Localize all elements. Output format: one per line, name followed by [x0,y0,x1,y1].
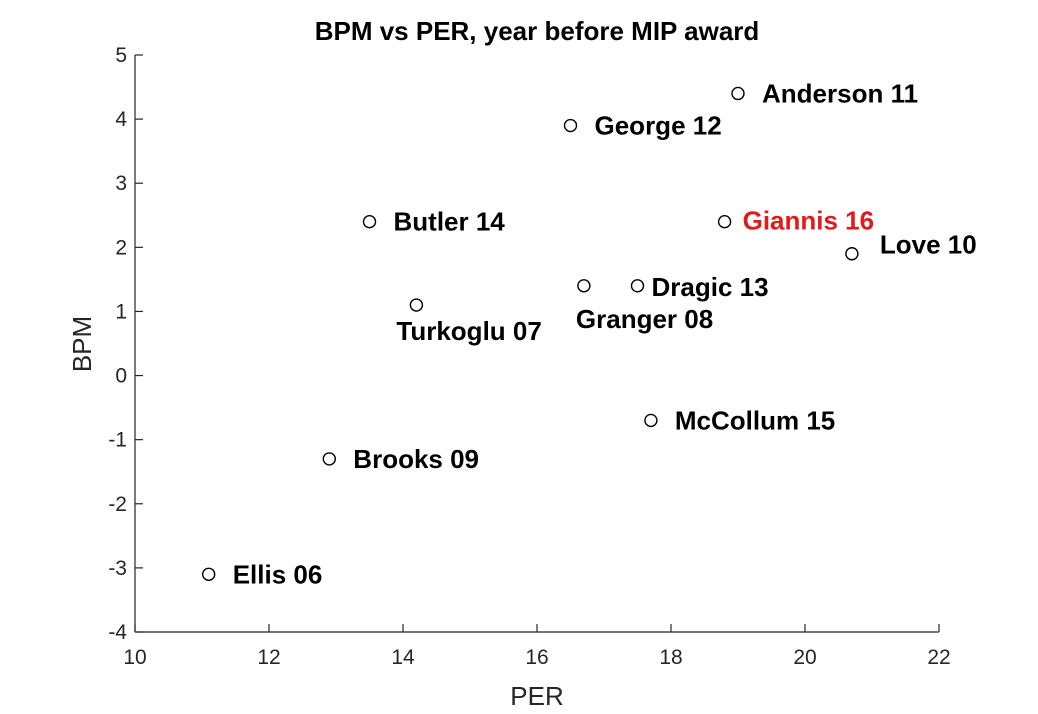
point-label: Anderson 11 [762,78,918,108]
y-tick-label: -4 [108,621,127,644]
y-tick-label: -2 [108,493,127,516]
x-tick-label: 20 [793,646,816,669]
x-axis-label: PER [510,681,563,711]
y-tick-label: 3 [115,172,127,195]
x-tick-label: 22 [927,646,950,669]
y-tick-label: 5 [115,44,127,67]
y-tick-label: -3 [108,557,127,580]
point-label: Giannis 16 [743,206,875,236]
x-tick-label: 14 [391,646,415,669]
x-tick-label: 10 [123,646,146,669]
x-tick-label: 18 [659,646,682,669]
y-tick-label: 1 [115,300,127,323]
point-label: Love 10 [880,230,977,260]
point-label: Turkoglu 07 [396,316,541,346]
scatter-point [409,298,424,312]
scatter-point [563,118,578,133]
point-label: Granger 08 [576,304,713,334]
data-points [201,86,859,581]
point-label: Butler 14 [394,207,506,237]
point-label: Brooks 09 [353,444,479,474]
scatter-point [577,279,591,293]
scatter-point [362,214,377,229]
x-ticks: 10 12 14 16 18 20 22 [123,624,951,669]
y-axis-label: BPM [67,316,97,372]
point-label: McCollum 15 [675,405,835,435]
scatter-point [644,413,658,428]
scatter-point [731,86,745,101]
y-tick-label: 0 [115,365,127,388]
y-tick-label: -1 [108,429,127,452]
y-tick-label: 4 [115,108,127,131]
scatter-point [630,279,645,293]
point-label: George 12 [595,111,722,141]
x-tick-label: 12 [257,646,280,669]
y-ticks: 5 4 3 2 1 0 -1 -2 -3 -4 [108,44,143,644]
x-tick-label: 16 [525,646,548,669]
data-labels: Ellis 06 Turkoglu 07 Granger 08 Brooks 09 Lo… [233,78,977,589]
scatter-point [322,452,336,466]
scatter-point [717,214,732,229]
chart-title: BPM vs PER, year before MIP award [315,16,760,46]
scatter-point [845,247,859,261]
point-label: Ellis 06 [233,559,323,589]
point-label: Dragic 13 [652,272,769,302]
scatter-point [201,567,216,581]
y-tick-label: 2 [115,236,127,259]
